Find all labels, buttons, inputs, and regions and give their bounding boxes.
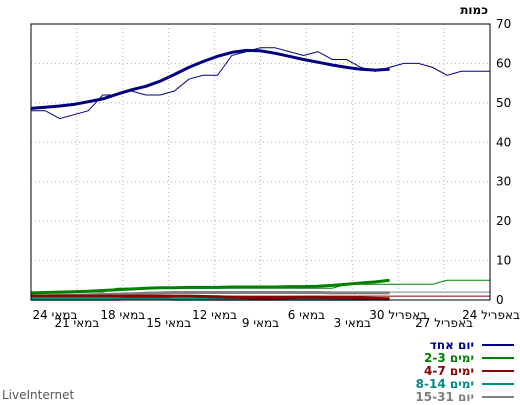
legend-label-4: 15-31 יום xyxy=(415,390,474,404)
y-tick-label-7: 70 xyxy=(496,17,511,31)
legend-label-1: 2-3 ימים xyxy=(424,351,474,365)
series-trend-0 xyxy=(30,48,390,110)
x-tick-label-4: 6 במאי xyxy=(288,308,325,322)
branding-text: LiveInternet xyxy=(2,388,74,402)
legend-label-0: יום אחד xyxy=(430,338,474,352)
x-tick-label-10: 24 במאי xyxy=(33,308,78,322)
x-tick-label-0: 24 באפריל xyxy=(462,308,520,322)
x-tick-label-2: 30 באפריל xyxy=(369,308,427,322)
legend-label-2: 4-7 ימים xyxy=(424,364,474,378)
x-tick-label-1: 27 באפריל xyxy=(415,316,473,330)
plot-area xyxy=(31,24,490,300)
x-tick-label-5: 9 במאי xyxy=(242,316,279,330)
x-tick-label-3: 3 במאי xyxy=(334,316,371,330)
y-tick-label-5: 50 xyxy=(496,96,511,110)
y-tick-label-4: 40 xyxy=(496,135,511,149)
x-tick-label-7: 15 במאי xyxy=(146,316,191,330)
grid xyxy=(31,24,490,300)
y-tick-label-3: 30 xyxy=(496,175,511,189)
y-tick-label-0: 0 xyxy=(496,293,504,307)
y-tick-label-6: 60 xyxy=(496,56,511,70)
y-tick-label-1: 10 xyxy=(496,254,511,268)
series-line-0 xyxy=(31,47,490,120)
legend-label-3: 8-14 ימים xyxy=(416,377,474,391)
x-tick-label-9: 21 במאי xyxy=(54,316,99,330)
plot-frame xyxy=(30,23,491,301)
x-tick-label-8: 18 במאי xyxy=(100,308,145,322)
y-tick-label-2: 20 xyxy=(496,214,511,228)
series-trend-2 xyxy=(31,294,390,301)
series-trend-1 xyxy=(30,278,390,295)
y-axis-label: כמות xyxy=(460,3,488,17)
y-ticks: 0 10 20 30 40 50 60 70 xyxy=(496,17,511,307)
x-tick-label-6: 12 במאי xyxy=(192,308,237,322)
